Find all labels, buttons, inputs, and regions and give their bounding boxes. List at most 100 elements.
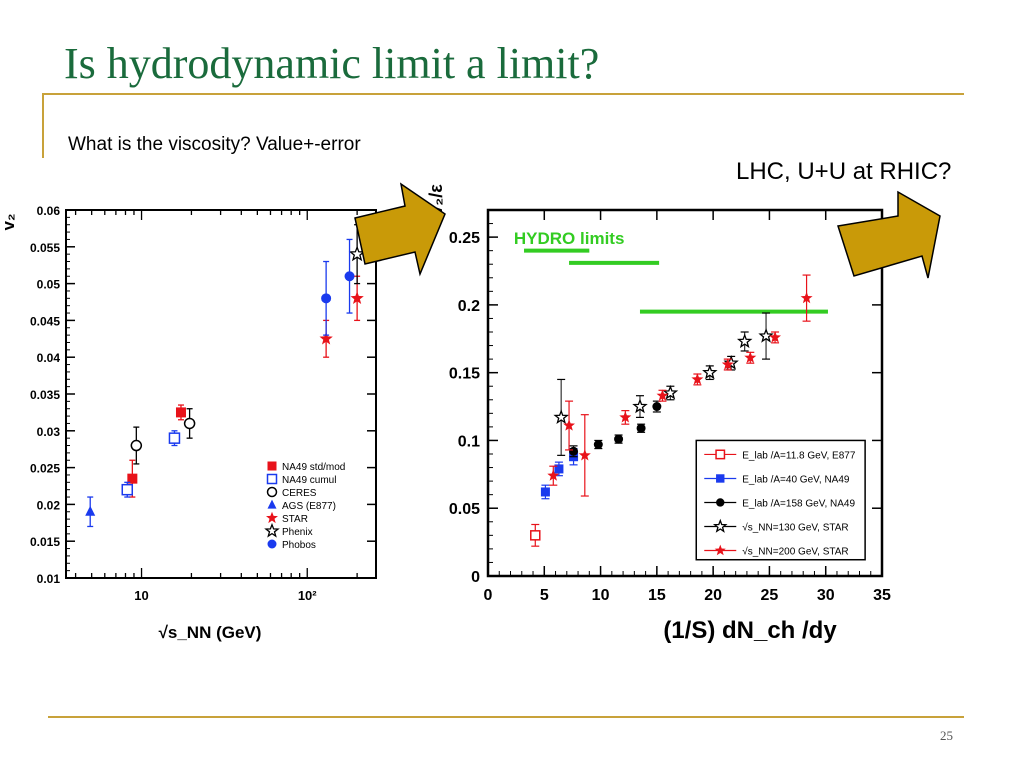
open-circle-marker — [183, 417, 196, 430]
circle-marker — [344, 271, 355, 282]
x-tick-label: 10² — [298, 588, 317, 603]
square-marker — [175, 407, 186, 418]
left-rule — [42, 93, 44, 158]
y-tick-label: 0.15 — [449, 366, 480, 383]
y-tick-label: 0.25 — [449, 230, 480, 247]
legend-label: √s_NN=130 GeV, STAR — [742, 522, 848, 534]
star-marker — [319, 331, 333, 345]
y-tick-label: 0.02 — [37, 498, 61, 512]
plot-frame — [65, 209, 377, 579]
star-marker — [714, 544, 726, 556]
star-marker — [769, 331, 781, 343]
open-star-marker — [736, 333, 753, 349]
legend-label: Phenix — [282, 527, 313, 538]
title-rule — [42, 93, 964, 95]
legend-box — [695, 439, 866, 561]
legend-label: STAR — [282, 514, 308, 525]
v2-vs-energy-chart: 0.01 0.015 0.02 0.025 0.03 0.035 0.04 0.045 0.05… — [0, 204, 377, 642]
legend-label: NA49 cumul — [282, 475, 336, 486]
legend-label: E_lab /A=158 GeV, NA49 — [742, 498, 855, 509]
circle-marker — [652, 402, 662, 412]
open-square-marker — [168, 432, 181, 444]
legend-label: E_lab /A=40 GeV, NA49 — [742, 474, 850, 485]
circle-marker — [716, 498, 725, 507]
legend-label: AGS (E877) — [282, 501, 336, 512]
star-marker — [350, 291, 364, 304]
open-square-marker — [266, 473, 278, 485]
open-star-marker — [702, 364, 718, 380]
legend-label: √s_NN=200 GeV, STAR — [742, 546, 848, 558]
legend-label: Phobos — [282, 540, 316, 551]
subtitle-text: What is the viscosity? Value+-error — [68, 134, 361, 155]
square-marker — [267, 461, 277, 471]
v2-over-eps-chart: 0 0.05 0.1 0.15 0.2 0.25 0 5 10 15 20 25 30 35 (1/S) d… — [426, 184, 891, 644]
star-marker — [744, 351, 757, 363]
footer-rule — [48, 716, 964, 718]
y-tick-label: 0.015 — [30, 535, 60, 549]
open-star-marker — [632, 398, 648, 414]
star-marker — [721, 358, 734, 370]
star-marker — [547, 469, 560, 481]
y-tick-label: 0.025 — [30, 462, 60, 476]
y-tick-label: 0.01 — [37, 572, 61, 586]
circle-marker — [614, 434, 624, 444]
x-tick-label: 10 — [592, 587, 610, 604]
open-circle-marker — [266, 486, 278, 498]
star-marker — [578, 449, 591, 461]
y-tick-label: 0.04 — [37, 351, 61, 365]
x-tick-label: 20 — [704, 587, 722, 604]
star-marker — [619, 411, 632, 423]
open-star-marker — [662, 384, 679, 400]
y-tick-label: 0.06 — [37, 204, 61, 218]
star-marker — [691, 373, 704, 385]
square-marker — [127, 473, 138, 484]
square-marker — [716, 474, 725, 483]
open-square-marker — [530, 530, 541, 541]
y-tick-label: 0.03 — [37, 425, 61, 439]
legend-label: NA49 std/mod — [282, 462, 345, 473]
star-marker — [266, 511, 278, 524]
y-tick-label: 0.055 — [30, 241, 60, 255]
open-circle-marker — [130, 439, 143, 452]
x-tick-label: 10 — [134, 588, 148, 603]
y-tick-label: 0.05 — [449, 501, 480, 518]
open-star-marker — [553, 409, 570, 425]
star-marker — [563, 419, 575, 431]
open-star-marker — [758, 327, 774, 343]
x-tick-label: 25 — [761, 587, 779, 604]
y-tick-label: 0.1 — [458, 433, 480, 450]
open-star-marker — [264, 522, 280, 538]
y-tick-label: 0.045 — [30, 314, 60, 328]
open-star-marker — [712, 518, 728, 533]
arrow-right-icon — [837, 190, 941, 279]
outlook-note: LHC, U+U at RHIC? — [736, 158, 952, 185]
page-number: 25 — [940, 728, 953, 743]
arrow-right-icon — [354, 182, 446, 277]
triangle-marker — [85, 505, 96, 516]
x-axis-label: √s_NN (GeV) — [159, 623, 262, 642]
open-square-marker — [715, 449, 726, 460]
circle-marker — [593, 440, 603, 450]
x-tick-label: 35 — [873, 587, 891, 604]
x-tick-label: 0 — [484, 587, 493, 604]
star-marker — [800, 291, 813, 304]
y-tick-label: 0.035 — [30, 388, 60, 402]
slide-title: Is hydrodynamic limit a limit? — [64, 39, 600, 88]
circle-marker — [267, 539, 277, 549]
circle-marker — [636, 423, 646, 433]
circle-marker — [321, 293, 332, 304]
legend-label: E_lab /A=11.8 GeV, E877 — [742, 450, 856, 461]
star-marker — [656, 389, 669, 401]
y-tick-label: 0 — [471, 569, 480, 586]
open-square-marker — [121, 483, 134, 496]
square-marker — [554, 464, 564, 474]
x-tick-label: 5 — [540, 587, 549, 604]
y-axis-label: v₂ — [0, 213, 18, 230]
circle-marker — [569, 446, 579, 456]
x-axis-label: (1/S) dN_ch /dy — [663, 617, 837, 644]
y-tick-label: 0.2 — [458, 298, 480, 315]
hydro-limits-label: HYDRO limits — [514, 229, 625, 248]
y-tick-label: 0.05 — [37, 278, 61, 292]
triangle-marker — [267, 499, 277, 509]
square-marker — [540, 487, 550, 497]
